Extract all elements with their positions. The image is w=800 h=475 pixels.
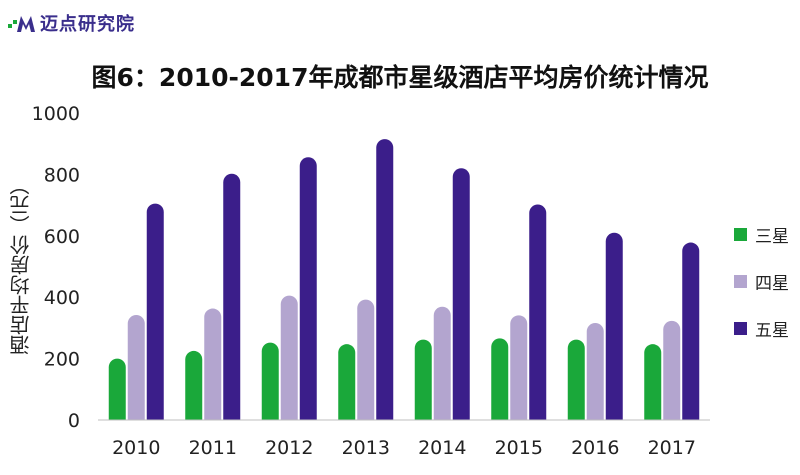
bar-四星-2013 [357, 299, 375, 420]
legend-label: 四星 [755, 274, 789, 294]
legend: 三星 四星 五星 [734, 222, 789, 363]
bar-五星-2012 [299, 157, 317, 420]
legend-swatch [734, 322, 747, 335]
bar-四星-2016 [586, 322, 604, 420]
x-tick-label: 2014 [418, 437, 466, 459]
bar-三星-2010 [108, 358, 126, 420]
bar-五星-2014 [452, 168, 470, 420]
x-tick-label: 2017 [648, 437, 696, 459]
bar-三星-2013 [338, 344, 356, 420]
x-axis-ticks: 2010 2011 2012 2013 2014 2015 2016 2017 [112, 437, 696, 459]
bar-三星-2017 [644, 344, 662, 420]
x-tick-label: 2010 [112, 437, 160, 459]
y-axis-ticks: 0 200 400 600 800 1000 [32, 103, 80, 432]
x-tick-label: 2016 [571, 437, 619, 459]
m-logo-icon [8, 16, 35, 32]
bar-五星-2010 [146, 203, 164, 420]
x-tick-label: 2011 [189, 437, 237, 459]
bar-四星-2010 [127, 315, 145, 420]
legend-label: 五星 [755, 321, 789, 341]
bar-四星-2012 [280, 295, 298, 420]
y-tick-label: 0 [68, 410, 80, 432]
chart-title: 图6：2010-2017年成都市星级酒店平均房价统计情况 [91, 63, 709, 92]
y-tick-label: 800 [44, 164, 80, 186]
y-tick-label: 600 [44, 226, 80, 248]
legend-item: 四星 [734, 269, 789, 294]
bar-四星-2017 [663, 320, 681, 420]
logo: 迈点研究院 [8, 10, 135, 36]
bar-四星-2011 [204, 308, 222, 420]
bar-三星-2015 [491, 338, 509, 420]
legend-swatch [734, 275, 747, 288]
bar-四星-2015 [510, 315, 528, 420]
y-tick-label: 1000 [32, 103, 80, 125]
legend-item: 三星 [734, 222, 789, 247]
bar-五星-2013 [376, 139, 394, 420]
y-tick-label: 400 [44, 287, 80, 309]
legend-swatch [734, 228, 747, 241]
x-tick-label: 2012 [265, 437, 313, 459]
logo-text: 迈点研究院 [40, 14, 135, 35]
x-tick-label: 2013 [342, 437, 390, 459]
y-tick-label: 200 [44, 349, 80, 371]
bar-五星-2017 [682, 242, 700, 420]
bar-四星-2014 [433, 306, 451, 420]
bar-三星-2012 [261, 342, 279, 420]
x-tick-label: 2015 [495, 437, 543, 459]
bar-五星-2016 [605, 232, 623, 420]
bar-三星-2016 [567, 339, 585, 420]
legend-item: 五星 [734, 316, 789, 341]
legend-label: 三星 [755, 227, 789, 247]
bar-三星-2011 [185, 350, 203, 420]
bars [108, 139, 700, 420]
bar-五星-2011 [223, 173, 241, 420]
bar-三星-2014 [414, 339, 432, 420]
bar-五星-2015 [529, 204, 547, 420]
